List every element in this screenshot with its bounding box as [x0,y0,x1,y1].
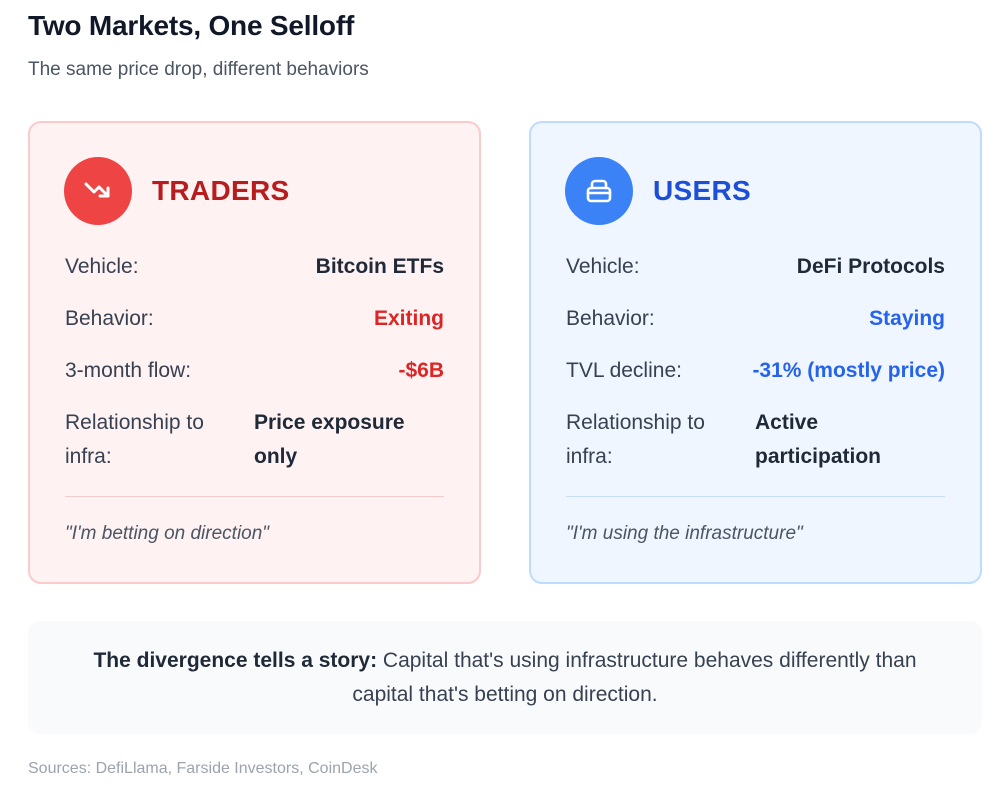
users-relationship-value: Active participation [755,411,882,468]
users-vehicle-value: DeFi Protocols [796,255,945,278]
trending-down-icon [64,157,132,225]
traders-vehicle-label: Vehicle: [65,255,139,278]
traders-vehicle-row: Vehicle: Bitcoin ETFs [65,250,444,284]
traders-behavior-value: Exiting [373,307,444,330]
users-behavior-label: Behavior: [566,307,655,330]
traders-behavior-label: Behavior: [65,307,154,330]
traders-relationship-label: Relationship to infra: [65,411,204,468]
sources-note: Sources: DefiLlama, Farside Investors, C… [28,760,378,777]
traders-relationship-row: Relationship to infra: Price exposure on… [65,406,444,474]
users-vehicle-row: Vehicle: DeFi Protocols [566,250,945,284]
users-divider [566,496,945,497]
users-vehicle-label: Vehicle: [566,255,640,278]
traders-card-header: TRADERS [64,157,289,225]
users-quote: "I'm using the infrastructure" [566,523,803,544]
wallet-icon [565,157,633,225]
summary-text: The divergence tells a story: Capital th… [88,644,922,712]
users-card-header: USERS [565,157,751,225]
page-title: Two Markets, One Selloff [28,10,355,41]
traders-behavior-row: Behavior: Exiting [65,302,444,336]
users-relationship-row: Relationship to infra: Active participat… [566,406,945,474]
page-subtitle: The same price drop, different behaviors [28,59,369,80]
traders-vehicle-value: Bitcoin ETFs [315,255,444,278]
users-tvl-label: TVL decline: [566,359,682,382]
traders-flow-row: 3-month flow: -$6B [65,354,444,388]
users-behavior-value: Staying [869,307,945,330]
users-relationship-label: Relationship to infra: [566,411,705,468]
users-tvl-row: TVL decline: -31% (mostly price) [566,354,945,388]
users-behavior-row: Behavior: Staying [566,302,945,336]
traders-divider [65,496,444,497]
users-title: USERS [653,175,751,206]
users-card: USERS Vehicle: DeFi Protocols Behavior: … [529,121,982,584]
users-tvl-value: -31% (mostly price) [752,359,945,382]
traders-flow-label: 3-month flow: [65,359,192,382]
traders-card: TRADERS Vehicle: Bitcoin ETFs Behavior: … [28,121,481,584]
summary-lead: The divergence tells a story: [93,648,378,672]
traders-title: TRADERS [152,175,290,206]
traders-relationship-value: Price exposure only [254,411,405,468]
traders-quote: "I'm betting on direction" [65,523,270,544]
summary-body: Capital that's using infrastructure beha… [352,648,917,706]
summary-box: The divergence tells a story: Capital th… [28,621,982,734]
traders-flow-value: -$6B [398,359,444,382]
